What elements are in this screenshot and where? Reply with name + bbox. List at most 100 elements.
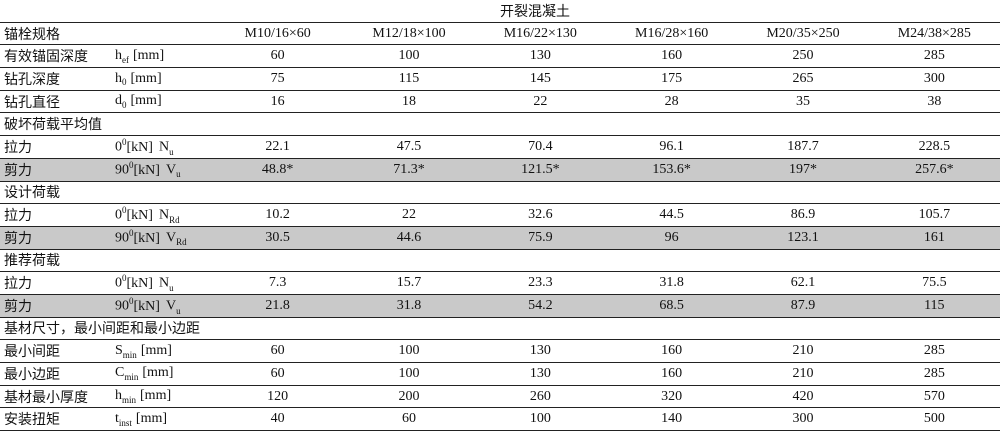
row-param: 900[kN] Vu	[115, 158, 212, 182]
param-text: 0	[115, 139, 122, 155]
row-label: 剪力	[0, 226, 115, 250]
data-row: 安装扭矩 tinst [mm] 40 60 100 140 300 500	[0, 407, 1000, 432]
row-param: 00[kN] NRd	[115, 203, 212, 227]
spec-header: M12/18×100	[343, 22, 475, 46]
data-row: 拉力 00[kN] Nu 22.1 47.5 70.4 96.1 187.7 228.5	[0, 135, 1000, 159]
row-label: 剪力	[0, 158, 115, 182]
row-label: 钻孔直径	[0, 90, 115, 114]
param-subscript: u	[169, 146, 174, 157]
cell-value: 75	[212, 67, 344, 91]
cell-value: 420	[737, 385, 869, 409]
cell-value: 130	[474, 339, 606, 363]
row-label: 剪力	[0, 294, 115, 318]
param-text: h	[115, 70, 122, 86]
param-text: d	[115, 93, 122, 109]
cell-value: 187.7	[737, 135, 869, 159]
param-text: [kN]	[133, 230, 160, 246]
param-text: V	[165, 162, 177, 178]
cell-value: 87.9	[737, 294, 869, 318]
param-text: [mm]	[130, 70, 162, 86]
cell-value: 570	[868, 385, 1000, 409]
row-label: 安装扭矩	[0, 407, 115, 432]
cell-value: 96	[605, 226, 738, 250]
param-text: S	[115, 342, 123, 358]
param-text: [mm]	[130, 93, 162, 109]
data-row: 剪力 900[kN] VRd 30.5 44.6 75.9 96 123.1 161	[0, 226, 1000, 250]
row-param: 00[kN] Nu	[115, 135, 212, 159]
row-label: 拉力	[0, 271, 115, 295]
cell-value: 200	[343, 385, 475, 409]
cell-value: 28	[605, 90, 738, 114]
cell-value: 15.7	[343, 271, 475, 295]
cell-value: 120	[212, 385, 344, 409]
cell-value: 21.8	[212, 294, 344, 318]
param-superscript: 0	[129, 159, 134, 170]
cell-value: 197*	[737, 158, 869, 182]
param-text: 0	[115, 207, 122, 223]
param-text: [mm]	[140, 388, 172, 404]
data-row: 剪力 900[kN] Vu 21.8 31.8 54.2 68.5 87.9 115	[0, 294, 1000, 318]
cell-value: 160	[605, 362, 738, 386]
param-subscript: u	[176, 169, 181, 180]
cell-value: 68.5	[605, 294, 738, 318]
cell-value: 161	[868, 226, 1000, 250]
section-label: 推荐荷载	[0, 249, 1000, 273]
data-row: 拉力 00[kN] NRd 10.2 22 32.6 44.5 86.9 105.7	[0, 203, 1000, 227]
param-subscript: ef	[122, 54, 129, 65]
param-text: N	[158, 276, 170, 292]
param-subscript: min	[122, 349, 137, 360]
data-row: 最小边距 Cmin [mm] 60 100 130 160 210 285	[0, 362, 1000, 386]
param-superscript: 0	[122, 205, 127, 216]
cell-value: 121.5*	[474, 158, 606, 182]
param-text: [kN]	[126, 207, 153, 223]
cell-value: 60	[212, 339, 344, 363]
row-label: 最小边距	[0, 362, 115, 386]
cell-value: 40	[212, 407, 344, 432]
cell-value: 300	[868, 67, 1000, 91]
data-row: 有效锚固深度 hef [mm] 60 100 130 160 250 285	[0, 44, 1000, 69]
cell-value: 160	[605, 44, 738, 69]
data-row: 剪力 900[kN] Vu 48.8* 71.3* 121.5* 153.6* 197* 257…	[0, 158, 1000, 182]
cell-value: 60	[343, 407, 475, 432]
param-subscript: 0	[122, 99, 127, 110]
cell-value: 100	[474, 407, 606, 432]
param-text: h	[115, 47, 122, 63]
cell-value: 140	[605, 407, 738, 432]
param-text: [mm]	[135, 410, 168, 426]
param-text: [mm]	[133, 47, 165, 63]
cell-value: 257.6*	[868, 158, 1000, 182]
cell-value: 47.5	[343, 135, 475, 159]
param-text: V	[165, 298, 177, 314]
table-title: 开裂混凝土	[0, 0, 1000, 23]
cell-value: 30.5	[212, 226, 344, 250]
cell-value: 115	[868, 294, 1000, 318]
row-label: 钻孔深度	[0, 67, 115, 91]
param-superscript: 0	[129, 227, 134, 238]
cell-value: 32.6	[474, 203, 606, 227]
param-text: N	[158, 139, 170, 155]
cell-value: 100	[343, 44, 475, 69]
section-label: 基材尺寸，最小间距和最小边距	[0, 317, 1000, 341]
data-row: 拉力 00[kN] Nu 7.3 15.7 23.3 31.8 62.1 75.5	[0, 271, 1000, 295]
param-text: C	[115, 365, 125, 381]
cell-value: 153.6*	[605, 158, 738, 182]
cell-value: 285	[868, 339, 1000, 363]
param-text: [kN]	[126, 276, 153, 292]
cell-value: 48.8*	[212, 158, 344, 182]
cell-value: 285	[868, 362, 1000, 386]
param-text: 90	[115, 230, 129, 246]
cell-value: 210	[737, 362, 869, 386]
spec-label: 锚栓规格	[0, 22, 212, 46]
spec-header: M10/16×60	[212, 22, 344, 46]
row-param: hmin [mm]	[115, 385, 212, 409]
param-text: 90	[115, 162, 129, 178]
row-label: 有效锚固深度	[0, 44, 115, 69]
data-row: 基材最小厚度 hmin [mm] 120 200 260 320 420 570	[0, 385, 1000, 409]
row-param: tinst [mm]	[115, 407, 212, 432]
row-label: 最小间距	[0, 339, 115, 363]
cell-value: 285	[868, 44, 1000, 69]
section-row: 破坏荷载平均值	[0, 112, 1000, 137]
